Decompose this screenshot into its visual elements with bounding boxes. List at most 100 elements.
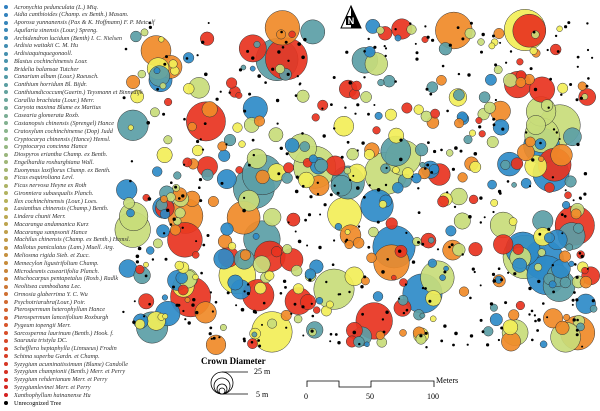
unrecognized-tree-dot — [384, 47, 388, 50]
unrecognized-tree-dot — [542, 302, 545, 305]
legend-item: Meliosma rigida Sieb. et Zucc. — [4, 251, 90, 259]
unrecognized-tree-dot — [528, 313, 531, 316]
tree-crown — [240, 64, 247, 71]
unrecognized-tree-dot — [257, 339, 260, 342]
legend-marker — [4, 222, 8, 227]
unrecognized-tree-dot — [497, 189, 502, 194]
tree-crown — [298, 171, 315, 189]
tree-crown — [238, 34, 267, 63]
tree-crown — [156, 147, 173, 163]
tree-crown — [437, 195, 449, 208]
legend-label: Pterospermum heterophyllum Hance — [14, 306, 105, 314]
unrecognized-tree-dot — [591, 299, 595, 303]
legend-marker — [4, 175, 8, 180]
unrecognized-tree-dot — [130, 160, 134, 163]
tree-crown — [512, 13, 547, 48]
legend-label: Canthium horridum Bl. Bijdr. — [14, 81, 88, 89]
unrecognized-tree-dot — [576, 318, 579, 322]
tree-crown — [573, 223, 584, 234]
unrecognized-tree-dot — [294, 230, 297, 233]
unrecognized-tree-dot — [456, 26, 460, 29]
tree-crown — [288, 30, 296, 38]
unrecognized-tree-dot — [586, 48, 590, 52]
unrecognized-tree-dot — [500, 278, 504, 282]
unrecognized-tree-dot — [428, 299, 432, 303]
tree-crown — [483, 326, 494, 337]
legend-label: Castanopsis chinensis (Sprengel) Hance — [14, 119, 114, 127]
tree-crown — [127, 124, 134, 131]
legend-marker — [4, 369, 8, 374]
unrecognized-tree-dot — [481, 330, 485, 334]
tree-crown — [246, 148, 267, 169]
tree-crown — [469, 161, 482, 173]
unrecognized-tree-dot — [373, 45, 377, 49]
legend-marker — [4, 5, 8, 9]
tree-crown — [226, 77, 238, 89]
unrecognized-tree-dot — [325, 280, 328, 284]
unrecognized-tree-dot — [170, 181, 173, 184]
legend-label: Lasianthus chinensis (Champ.) Benth. — [14, 205, 109, 213]
unrecognized-tree-dot — [467, 73, 471, 77]
legend-marker — [4, 307, 8, 312]
tree-crown — [150, 107, 160, 118]
unrecognized-tree-dot — [509, 50, 513, 53]
tree-crown — [544, 232, 555, 244]
tree-crown — [539, 340, 548, 349]
tree-crown — [311, 113, 320, 122]
tree-crown — [152, 166, 163, 177]
tree-crown — [457, 172, 468, 183]
unrecognized-tree-dot — [443, 324, 447, 328]
tree-crown — [508, 309, 520, 321]
tree-crown — [377, 79, 385, 87]
legend-label: Aporosa yunnanensis (Pax & K. Hoffmann) … — [14, 19, 155, 27]
legend-marker — [4, 385, 8, 390]
unrecognized-tree-dot — [196, 54, 199, 57]
unrecognized-tree-dot — [183, 117, 186, 121]
tree-crown — [438, 42, 452, 56]
unrecognized-tree-dot — [409, 22, 412, 25]
tree-crown — [483, 101, 496, 114]
unrecognized-tree-dot — [172, 285, 175, 289]
unrecognized-tree-dot — [405, 308, 409, 312]
tree-crown — [251, 331, 258, 338]
legend-item: Canthium horridum Bl. Bijdr. — [4, 81, 87, 89]
unrecognized-tree-dot — [182, 309, 185, 313]
tree-crown — [192, 144, 204, 157]
unrecognized-tree-dot — [453, 205, 457, 209]
tree-crown — [344, 266, 364, 286]
unrecognized-tree-dot — [494, 98, 497, 102]
legend-item: Pterospermum lanceifolium Roxburgh — [4, 314, 108, 322]
unrecognized-tree-dot — [276, 122, 279, 125]
tree-crown — [510, 157, 524, 170]
legend-item: Schima superba Gardn. et Champ. — [4, 352, 100, 360]
unrecognized-tree-dot — [402, 311, 406, 315]
tree-crown — [562, 201, 571, 210]
tree-crown — [475, 117, 483, 124]
legend-label: Schima superba Gardn. et Champ. — [14, 352, 100, 360]
unrecognized-tree-dot — [318, 245, 322, 250]
unrecognized-tree-dot — [430, 171, 434, 174]
unrecognized-tree-dot — [575, 298, 579, 302]
unrecognized-tree-dot — [321, 107, 324, 110]
tree-crown — [192, 273, 199, 281]
tree-crown — [334, 223, 343, 231]
tree-crown — [399, 329, 407, 337]
unrecognized-tree-dot — [532, 30, 536, 34]
unrecognized-tree-dot — [137, 246, 142, 251]
unrecognized-tree-dot — [417, 187, 420, 190]
tree-crown — [453, 89, 465, 101]
legend-item: Pygeum topengii Merr. — [4, 321, 71, 329]
tree-crown — [140, 28, 149, 37]
legend-label: Pygeum topengii Merr. — [14, 321, 71, 329]
unrecognized-tree-dot — [506, 180, 510, 183]
legend-marker — [4, 67, 8, 72]
tree-crown — [255, 169, 270, 184]
unrecognized-tree-dot — [135, 260, 139, 264]
tree-crown — [415, 143, 429, 157]
tree-crown — [174, 207, 186, 219]
unrecognized-tree-dot — [345, 50, 349, 54]
legend-label: Macaranga sampsonii Hance — [14, 228, 88, 236]
tree-crown — [555, 320, 570, 335]
unrecognized-tree-dot — [209, 326, 213, 330]
legend-marker — [4, 59, 8, 64]
